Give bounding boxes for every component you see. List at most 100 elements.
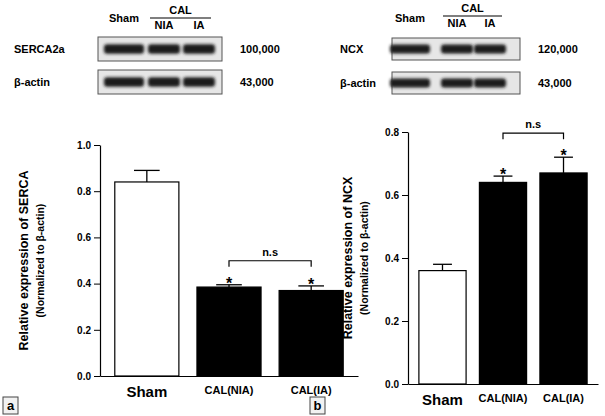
significance-label: n.s [262, 246, 278, 258]
blot-frame [98, 37, 222, 61]
y-tick: 0.8 [77, 186, 100, 197]
y-tick: 0.8 [385, 127, 408, 138]
blot-band [390, 79, 430, 88]
lane-group-line [150, 17, 211, 18]
bar [479, 182, 526, 384]
error-bar-stem [146, 170, 147, 182]
y-tick-label: 0.4 [385, 253, 399, 264]
y-tick-label: 1.0 [77, 140, 91, 151]
x-tick: CAL(NIA) [205, 376, 254, 396]
band-label: NCX [340, 43, 364, 55]
y-axis: 0.0 0.2 0.4 0.6 0.8 [385, 127, 408, 390]
y-tick-mark [94, 237, 100, 238]
blot-band [104, 77, 144, 87]
x-tick-label: Sham [422, 391, 463, 408]
annotations: * * n.s [500, 118, 568, 183]
x-tick: Sham [126, 376, 167, 400]
error-bar [433, 264, 452, 270]
lane-label: IA [485, 17, 496, 29]
blot-band [183, 77, 215, 87]
panel-0: ShamNIAIACALSERCA2a100,000β-actin43,0000… [3, 4, 359, 414]
x-axis-line [409, 384, 599, 385]
y-axis-title: (Normalized to β-actin) [358, 201, 370, 315]
y-tick: 1.0 [77, 140, 100, 151]
band-label: β-actin [340, 77, 376, 89]
panel-letter: b [314, 398, 322, 413]
x-tick: Sham [422, 384, 463, 408]
blot-band [390, 45, 430, 54]
y-tick-mark [94, 191, 100, 192]
error-bar [134, 170, 160, 182]
y-axis: 0.00.20.40.60.81.0 [77, 140, 100, 382]
x-tick-label: CAL(NIA) [479, 392, 528, 404]
blot-band [148, 77, 180, 87]
band-label: β-actin [14, 76, 50, 88]
error-bar-stem [442, 264, 443, 270]
panel-1: ShamNIAIACALNCX120,000β-actin43,0000.00.… [310, 2, 599, 414]
y-axis-line [408, 133, 409, 385]
plot-area [419, 157, 587, 384]
bar [197, 287, 261, 376]
error-bar-cap [433, 264, 452, 265]
x-tick-label: Sham [126, 383, 167, 400]
bar [115, 182, 179, 376]
figure: ShamNIAIACALSERCA2a100,000β-actin43,0000… [0, 0, 605, 416]
lane-group-label: CAL [461, 2, 484, 14]
y-tick: 0.4 [77, 278, 100, 289]
y-tick: 0.2 [77, 325, 100, 336]
y-axis-title: (Normalized to β-actin) [34, 204, 46, 318]
y-tick-mark [402, 132, 408, 133]
y-tick-mark [402, 195, 408, 196]
y-tick-label: 0.6 [77, 232, 91, 243]
molecular-weight: 100,000 [240, 43, 280, 55]
y-tick-label: 0.6 [385, 190, 399, 201]
significance-star: * [560, 147, 567, 164]
lane-group-line [443, 15, 502, 16]
panel-letter-box [3, 397, 18, 414]
significance-bracket [229, 261, 311, 267]
blot-band [441, 79, 473, 88]
y-tick-label: 0.0 [385, 379, 399, 390]
x-axis: Sham CAL(NIA) CAL(IA) [409, 384, 599, 408]
x-axis: Sham CAL(NIA) CAL(IA) [101, 376, 359, 400]
x-tick-label: CAL(IA) [291, 384, 332, 396]
blot-band [183, 44, 215, 54]
plot-area [115, 170, 343, 376]
bar [279, 291, 343, 376]
figure-svg: ShamNIAIACALSERCA2a100,000β-actin43,0000… [0, 0, 605, 416]
y-tick-label: 0.2 [77, 325, 91, 336]
y-tick-mark [402, 384, 408, 385]
y-tick: 0.2 [385, 316, 408, 327]
blot-band [474, 79, 506, 88]
annotations: **n.s [226, 246, 315, 293]
y-tick-mark [94, 376, 100, 377]
lane-label: Sham [109, 12, 139, 24]
lane-label: Sham [395, 12, 425, 24]
y-tick-label: 0.4 [77, 278, 91, 289]
blot-frame [98, 70, 222, 94]
x-tick: CAL(IA) [543, 384, 584, 404]
significance-star: * [226, 275, 233, 292]
blot-band [474, 45, 506, 54]
x-tick-label: CAL(IA) [543, 392, 584, 404]
lane-group-label: CAL [169, 4, 192, 16]
y-tick-label: 0.8 [385, 127, 399, 138]
y-tick: 0.0 [385, 379, 408, 390]
molecular-weight: 43,000 [538, 77, 572, 89]
y-axis-title: Relative expression of SERCA [17, 171, 31, 351]
y-tick-mark [402, 321, 408, 322]
bar [419, 271, 466, 384]
blot-band [441, 45, 473, 54]
x-tick-label: CAL(NIA) [205, 384, 254, 396]
y-tick: 0.6 [77, 232, 100, 243]
x-tick: CAL(IA) [291, 376, 332, 396]
lane-label: NIA [155, 19, 174, 31]
x-axis-line [101, 376, 359, 377]
significance-star: * [500, 166, 507, 183]
y-tick: 0.4 [385, 253, 408, 264]
y-tick-mark [94, 145, 100, 146]
western-blot: ShamNIAIACALSERCA2a100,000β-actin43,000 [14, 4, 280, 94]
x-tick: CAL(NIA) [479, 384, 528, 404]
significance-label: n.s [525, 118, 541, 130]
blot-band [148, 44, 180, 54]
